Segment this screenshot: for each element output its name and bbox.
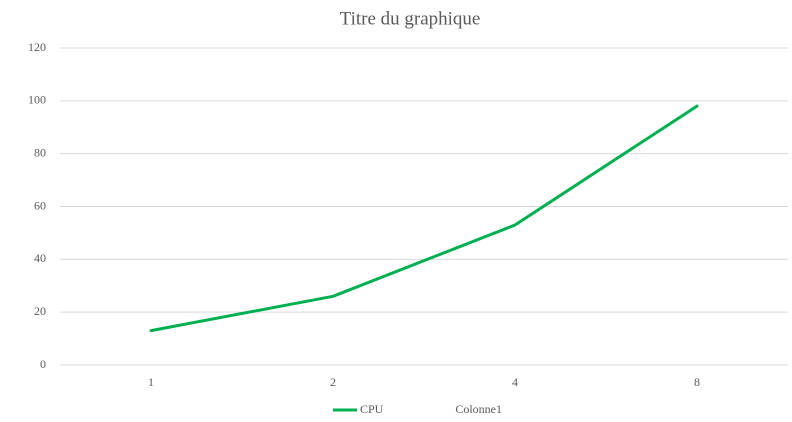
y-tick-label: 120 [28,40,46,54]
chart-title: Titre du graphique [340,8,481,29]
x-tick-label: 4 [512,375,518,389]
legend-label: CPU [360,402,384,416]
x-tick-label: 8 [694,375,700,389]
x-tick-label: 2 [330,375,336,389]
y-tick-label: 100 [28,93,46,107]
line [149,104,699,333]
y-tick-label: 60 [34,198,46,212]
legend-label: Colonne1 [455,402,502,416]
y-tick-label: 20 [34,304,46,318]
y-tick-label: 80 [34,145,46,159]
y-tick-label: 0 [40,357,46,371]
x-tick-label: 1 [148,375,154,389]
y-tick-label: 40 [34,251,46,265]
